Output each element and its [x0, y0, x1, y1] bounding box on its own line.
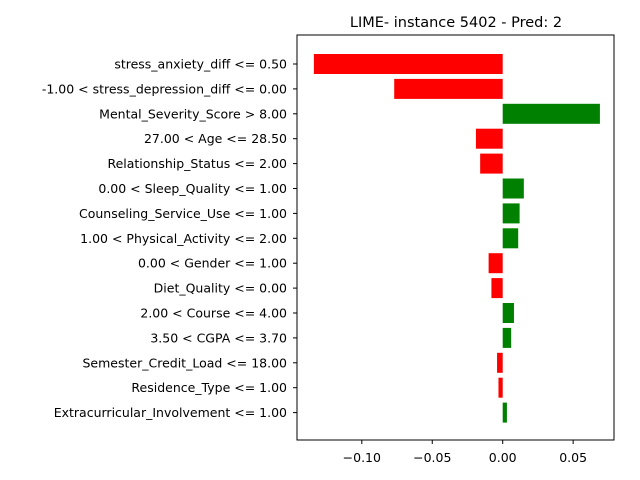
y-tick-label: Counseling_Service_Use <= 1.00: [79, 206, 287, 221]
bar-3: [475, 128, 503, 149]
bar-6: [502, 203, 520, 224]
y-tick-label: 3.50 < CGPA <= 3.70: [150, 330, 287, 345]
y-tick-label: 2.00 < Course <= 4.00: [140, 306, 287, 321]
y-tick-label: 27.00 < Age <= 28.50: [144, 131, 287, 146]
bar-14: [502, 402, 507, 423]
x-tick-label: −0.10: [343, 450, 381, 465]
y-tick-label: stress_anxiety_diff <= 0.50: [114, 57, 287, 72]
y-tick-label: Diet_Quality <= 0.00: [154, 281, 287, 296]
bar-11: [502, 327, 512, 348]
bar-13: [498, 377, 503, 398]
x-tick-label: 0.00: [489, 450, 517, 465]
bar-7: [502, 228, 519, 249]
y-tick-label: Relationship_Status <= 2.00: [107, 156, 287, 171]
y-tick-label: 1.00 < Physical_Activity <= 2.00: [80, 231, 287, 246]
bars-group: [313, 54, 600, 423]
y-tick-label: 0.00 < Sleep_Quality <= 1.00: [98, 181, 287, 196]
bar-4: [480, 153, 503, 174]
bar-9: [491, 278, 503, 299]
y-tick-label: Residence_Type <= 1.00: [131, 380, 287, 395]
y-tick-labels: stress_anxiety_diff <= 0.50 -1.00 < stres…: [42, 57, 297, 420]
bar-0: [313, 54, 503, 74]
x-ticks: −0.10 −0.05 0.00 0.05: [343, 440, 587, 465]
y-tick-label: 0.00 < Gender <= 1.00: [138, 256, 287, 271]
bar-8: [488, 253, 503, 274]
x-tick-label: 0.05: [559, 450, 587, 465]
y-tick-label: Extracurricular_Involvement <= 1.00: [54, 405, 287, 420]
bar-12: [497, 352, 503, 373]
plot-area-frame: [296, 34, 615, 441]
y-tick-label: Semester_Credit_Load <= 18.00: [83, 355, 288, 370]
x-tick-label: −0.05: [413, 450, 451, 465]
y-tick-label: Mental_Severity_Score > 8.00: [99, 106, 287, 121]
bar-10: [502, 303, 514, 323]
bar-1: [394, 78, 503, 99]
bar-5: [502, 178, 524, 199]
y-tick-label: -1.00 < stress_depression_diff <= 0.00: [42, 81, 287, 96]
chart-title: LIME- instance 5402 - Pred: 2: [350, 15, 562, 31]
bar-2: [502, 103, 600, 124]
